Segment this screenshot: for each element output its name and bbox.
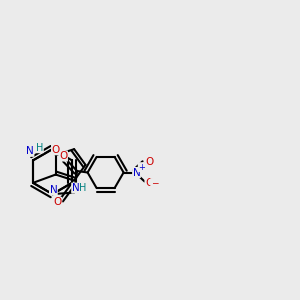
Text: H: H — [80, 183, 87, 193]
Text: O: O — [52, 145, 60, 155]
Text: H: H — [36, 143, 43, 153]
Text: N: N — [133, 167, 140, 178]
Text: +: + — [138, 163, 145, 172]
Text: N: N — [50, 184, 57, 195]
Text: O: O — [59, 151, 68, 161]
Text: N: N — [72, 183, 80, 193]
Text: O: O — [145, 157, 153, 167]
Text: O: O — [53, 197, 62, 207]
Text: O: O — [145, 178, 153, 188]
Text: −: − — [151, 178, 158, 188]
Text: N: N — [26, 146, 34, 156]
